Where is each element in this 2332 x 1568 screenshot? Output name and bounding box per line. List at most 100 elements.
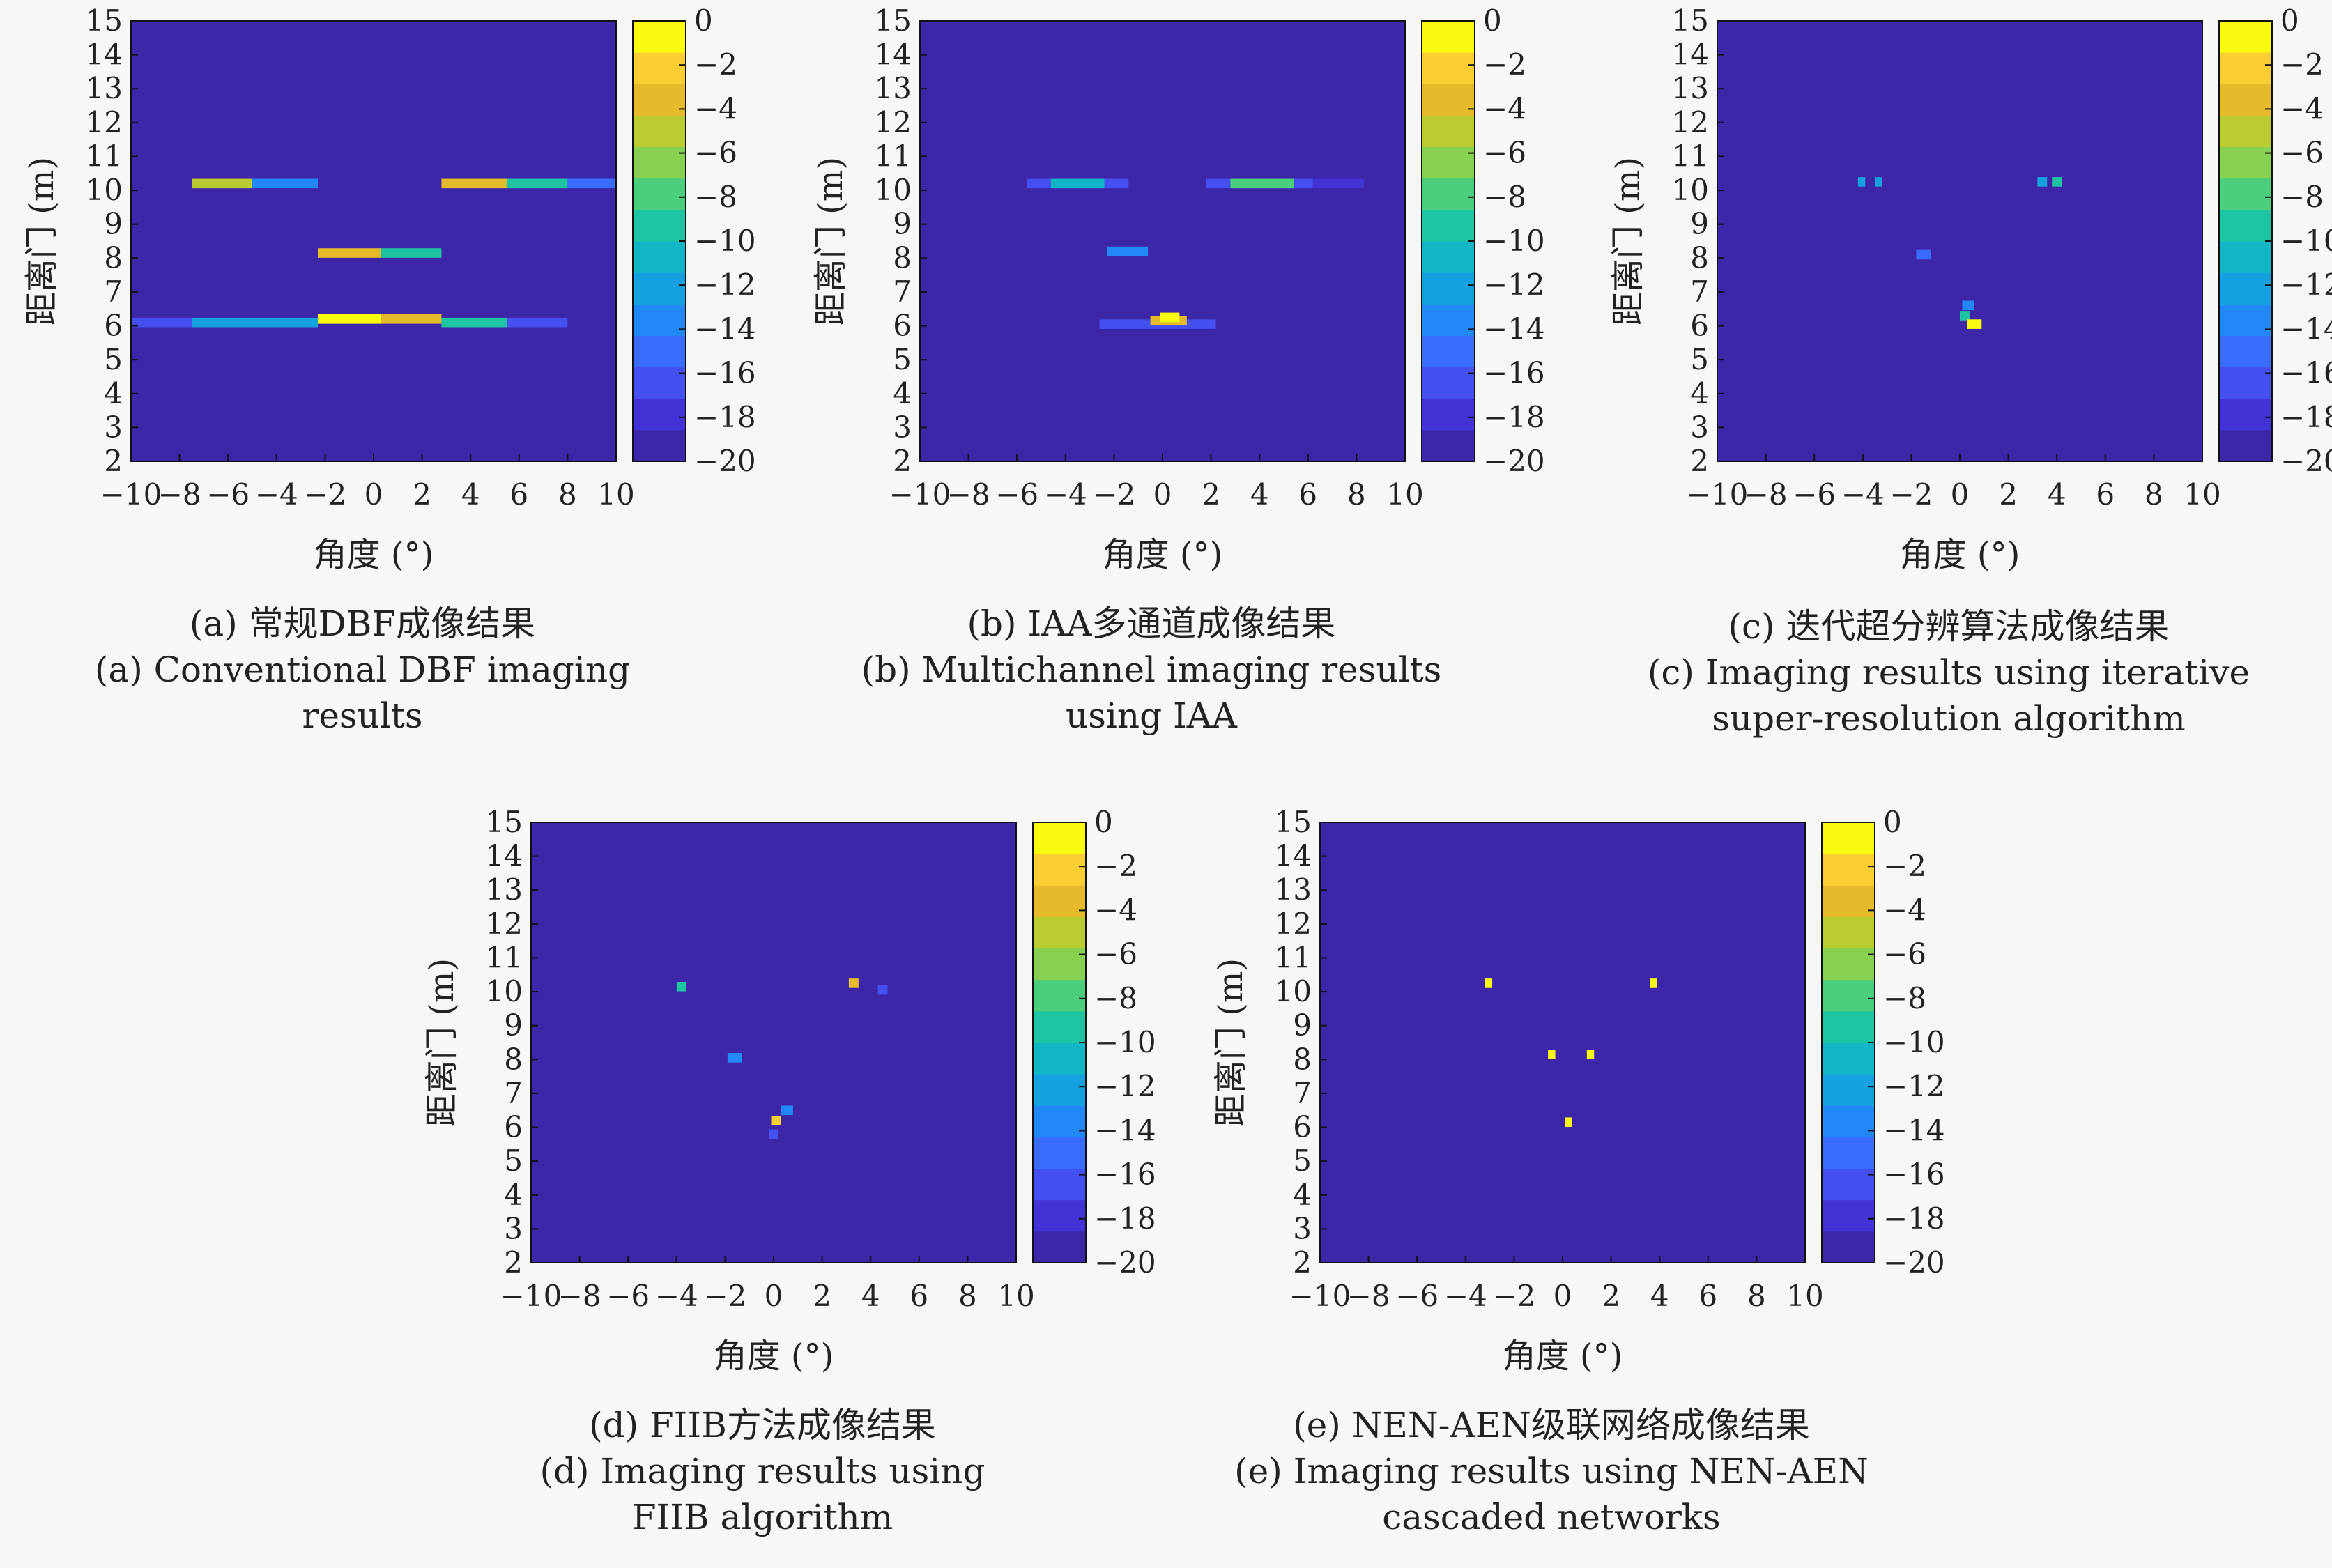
colorbar-tick-label: 0 <box>2280 3 2299 38</box>
caption-e: (e) NEN-AEN级联网络成像结果 (e) Imaging results … <box>1203 1402 1900 1540</box>
colorbar-segment <box>1822 854 1875 886</box>
heat-feature <box>2037 177 2048 187</box>
x-tick-label: 2 <box>413 477 431 512</box>
x-tick-label: 0 <box>365 477 383 512</box>
x-tick-label: −10 <box>100 477 162 512</box>
x-tick-label: −2 <box>1492 1279 1535 1313</box>
colorbar-tick-label: −18 <box>694 400 756 434</box>
x-tick-label: −8 <box>947 477 990 512</box>
colorbar-tick-label: 0 <box>1883 805 1902 839</box>
colorbar-segment <box>1033 1105 1086 1137</box>
y-axis-label: 距离门 (m) <box>1211 958 1250 1127</box>
colorbar-segment <box>1033 854 1086 886</box>
colorbar-segment <box>633 335 686 368</box>
y-tick-label: 9 <box>1293 1008 1312 1043</box>
colorbar-tick-label: −12 <box>694 268 756 302</box>
y-tick-label: 5 <box>1293 1144 1312 1178</box>
colorbar-tick-label: −20 <box>1483 444 1545 478</box>
y-tick-label: 2 <box>504 1245 523 1279</box>
colorbar-tick-label: −10 <box>1883 1025 1945 1059</box>
x-tick-label: 8 <box>2145 477 2163 512</box>
y-tick-label: 2 <box>1690 444 1709 478</box>
colorbar-segment <box>1422 178 1475 210</box>
y-tick-label: 7 <box>893 275 912 309</box>
colorbar-segment <box>1033 885 1086 917</box>
colorbar-segment <box>1033 1168 1086 1201</box>
colorbar-segment <box>1033 1137 1086 1169</box>
x-tick-label: −2 <box>1889 477 1933 512</box>
colorbar-tick-label: −14 <box>1483 312 1545 346</box>
y-tick-label: 3 <box>1690 410 1709 444</box>
colorbar-segment <box>1822 1199 1875 1232</box>
colorbar-tick-label: −2 <box>1883 849 1926 883</box>
x-tick-label: 4 <box>1650 1279 1669 1313</box>
plot-background <box>1717 21 2202 461</box>
colorbar-segment <box>1822 1231 1875 1263</box>
colorbar-segment <box>2219 241 2272 273</box>
y-tick-label: 12 <box>1672 105 1709 139</box>
colorbar-tick-label: −8 <box>694 180 737 214</box>
colorbar-segment <box>633 21 686 53</box>
colorbar-tick-label: −8 <box>1094 981 1137 1015</box>
colorbar-segment <box>1822 1074 1875 1106</box>
colorbar-segment <box>2219 84 2272 116</box>
colorbar-segment <box>1033 916 1086 949</box>
caption-c-line-2: (c) Imaging results using iterative <box>1647 652 2250 693</box>
heatmap-b: −10−8 −6 −4 −2 0 2 4 6 8 1023456789101112131415角度… <box>811 3 1545 574</box>
subplot-c: −10 −8 −6 −4 −2 0 2 4 6 8 10 2 3 4 5 6 7 8 9 10 11 12 13 14 15 角度… <box>1600 0 2332 767</box>
colorbar-segment <box>633 429 686 462</box>
colorbar-tick-label: −14 <box>2280 312 2332 346</box>
colorbar-tick-label: −4 <box>2280 91 2324 125</box>
plot-background <box>920 21 1405 461</box>
y-tick-label: 2 <box>893 444 912 478</box>
colorbar-tick-label: −6 <box>694 136 737 170</box>
x-tick-label: 0 <box>1951 477 1970 512</box>
x-tick-label: −8 <box>558 1279 601 1313</box>
y-tick-label: 3 <box>893 410 912 444</box>
colorbar-segment <box>633 209 686 242</box>
colorbar-segment <box>633 304 686 336</box>
colorbar-segment <box>633 241 686 273</box>
x-tick-label: 10 <box>1786 1279 1823 1313</box>
x-tick-label: 8 <box>958 1279 977 1313</box>
y-tick-label: 14 <box>486 839 523 873</box>
colorbar-segment <box>1033 1043 1086 1075</box>
colorbar-segment <box>1422 146 1475 179</box>
colorbar-tick-label: −20 <box>1094 1245 1156 1279</box>
y-tick-label: 5 <box>1690 342 1709 376</box>
plot-background <box>531 822 1016 1263</box>
y-tick-label: 10 <box>1275 974 1312 1008</box>
x-tick-label: 8 <box>558 477 577 512</box>
x-tick-label: 4 <box>2048 477 2066 512</box>
x-tick-label: 0 <box>765 1279 783 1313</box>
colorbar-tick-label: −6 <box>2280 136 2324 170</box>
caption-a: (a) 常规DBF成像结果 (a) Conventional DBF imagi… <box>14 601 711 739</box>
colorbar-tick-label: −20 <box>694 444 756 478</box>
y-tick-label: 8 <box>1690 240 1709 275</box>
y-tick-label: 15 <box>875 3 912 38</box>
colorbar-segment <box>633 84 686 116</box>
caption-c-line-3: super-resolution algorithm <box>1712 698 2186 739</box>
heat-feature <box>441 178 507 189</box>
x-tick-label: −8 <box>1744 477 1788 512</box>
colorbar-segment <box>633 52 686 84</box>
heat-feature <box>317 248 381 258</box>
x-tick-label: 10 <box>597 477 634 512</box>
y-tick-label: 7 <box>1690 275 1709 309</box>
colorbar-tick-label: −6 <box>1883 937 1926 971</box>
x-tick-label: −6 <box>995 477 1038 512</box>
colorbar-tick-label: −16 <box>694 356 756 390</box>
x-tick-label: 8 <box>1347 477 1366 512</box>
colorbar-segment <box>1033 1010 1086 1043</box>
heat-feature <box>192 178 252 189</box>
heat-feature <box>507 178 568 189</box>
colorbar-tick-label: −10 <box>694 224 756 258</box>
colorbar-segment <box>1422 52 1475 84</box>
colorbar-segment <box>2219 335 2272 368</box>
caption-b-line-1: (b) IAA多通道成像结果 <box>967 604 1336 644</box>
colorbar-segment <box>633 272 686 305</box>
colorbar-tick-label: −2 <box>1483 47 1526 82</box>
x-tick-label: 4 <box>1250 477 1269 512</box>
colorbar-tick-label: −8 <box>1883 981 1926 1015</box>
caption-a-line-3: results <box>302 695 423 736</box>
